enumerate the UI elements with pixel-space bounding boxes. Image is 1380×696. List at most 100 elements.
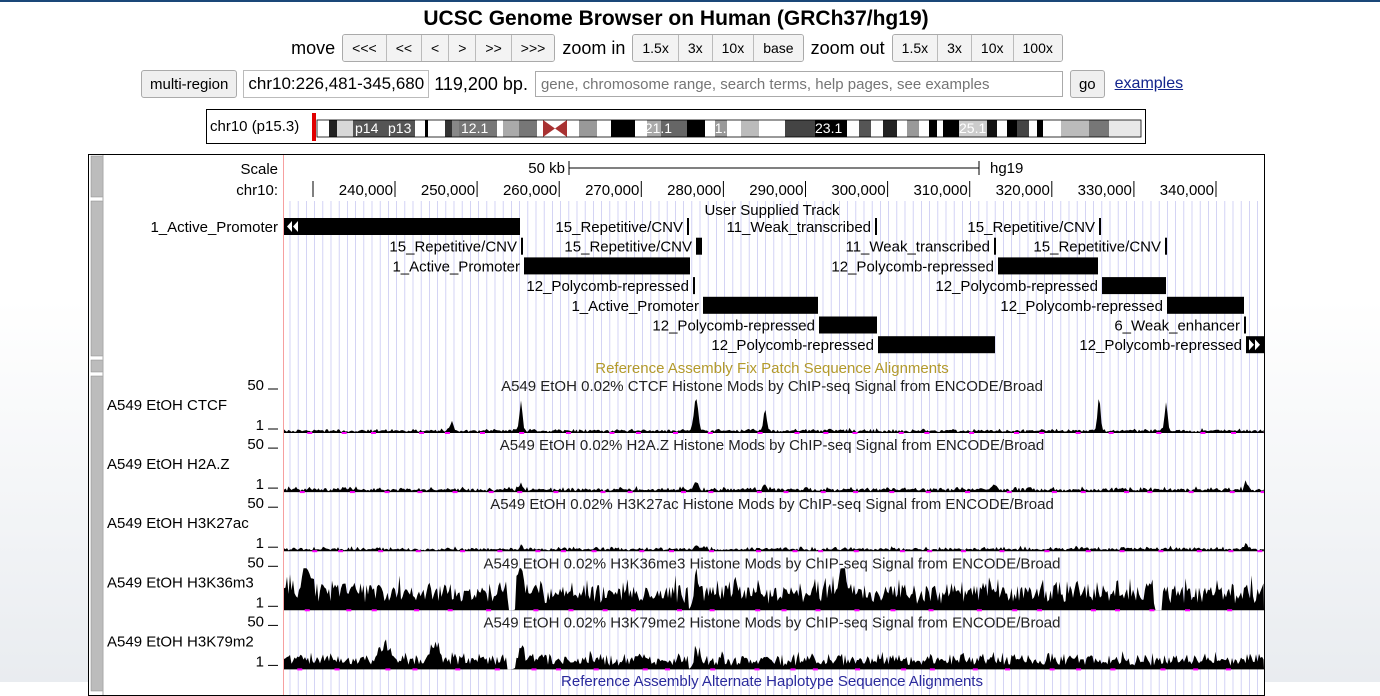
signal-track-title: A549 EtOH 0.02% H3K36me3 Histone Mods by… bbox=[484, 555, 1061, 572]
signal-zero-marker bbox=[854, 550, 859, 552]
move-button-group: <<<<<<>>>>>> bbox=[342, 34, 555, 62]
signal-zero-marker bbox=[813, 668, 818, 670]
signal-zero-marker bbox=[1156, 432, 1161, 434]
move-left-more-button[interactable]: << bbox=[387, 35, 422, 61]
track-drag-handle bbox=[91, 376, 103, 691]
position-display[interactable]: chr10:226,481-345,680 bbox=[243, 70, 429, 98]
signal-zero-marker bbox=[378, 550, 383, 552]
ideogram-band bbox=[428, 120, 445, 137]
zoom-out-10x-button[interactable]: 10x bbox=[972, 35, 1014, 61]
feature-block bbox=[998, 257, 1098, 274]
signal-zero-marker bbox=[1091, 609, 1096, 611]
move-left-button[interactable]: < bbox=[422, 35, 449, 61]
multi-region-button[interactable]: multi-region bbox=[141, 70, 237, 98]
feature-label: 11_Weak_transcribed bbox=[845, 239, 990, 256]
signal-zero-marker bbox=[566, 432, 571, 434]
feature-block bbox=[1102, 277, 1166, 294]
ruler-tick-label: 290,000 bbox=[749, 182, 803, 199]
signal-zero-marker bbox=[927, 550, 932, 552]
feature-block bbox=[521, 238, 523, 255]
signal-zero-marker bbox=[977, 609, 982, 611]
signal-zero-marker bbox=[1160, 668, 1165, 670]
signal-zero-marker bbox=[973, 668, 978, 670]
feature-block bbox=[878, 336, 995, 353]
ideogram-band bbox=[919, 120, 929, 137]
signal-zero-marker bbox=[899, 432, 904, 434]
signal-zero-marker bbox=[1007, 491, 1012, 493]
zoom-in-3x-button[interactable]: 3x bbox=[679, 35, 713, 61]
ideogram-band-label: 21.3 bbox=[707, 120, 734, 136]
zoom-out-100x-button[interactable]: 100x bbox=[1014, 35, 1062, 61]
signal-track-max: 50 bbox=[247, 554, 264, 571]
zoom-in-10x-button[interactable]: 10x bbox=[713, 35, 755, 61]
signal-zero-marker bbox=[1086, 550, 1091, 552]
zoom-in-1.5x-button[interactable]: 1.5x bbox=[633, 35, 678, 61]
signal-zero-marker bbox=[926, 491, 931, 493]
go-button[interactable]: go bbox=[1070, 70, 1105, 98]
signal-zero-marker bbox=[416, 550, 421, 552]
signal-zero-marker bbox=[628, 491, 633, 493]
signal-zero-marker bbox=[1149, 609, 1154, 611]
move-right-more-button[interactable]: >> bbox=[476, 35, 511, 61]
signal-zero-marker bbox=[853, 432, 858, 434]
feature-block bbox=[693, 277, 695, 294]
centromere-right bbox=[555, 120, 567, 137]
feature-label: 15_Repetitive/CNV bbox=[967, 219, 1095, 236]
ideogram-band bbox=[1061, 120, 1089, 137]
zoom-out-3x-button[interactable]: 3x bbox=[938, 35, 972, 61]
zoom-in-base-button[interactable]: base bbox=[754, 35, 802, 61]
signal-zero-marker bbox=[594, 668, 599, 670]
signal-zero-marker bbox=[708, 491, 713, 493]
scale-label: Scale bbox=[240, 161, 278, 178]
signal-zero-marker bbox=[901, 668, 906, 670]
signal-zero-marker bbox=[486, 609, 491, 611]
signal-track-max: 50 bbox=[247, 436, 264, 453]
ideogram-band-label: 12.1 bbox=[461, 120, 488, 136]
signal-zero-marker bbox=[1124, 491, 1129, 493]
signal-zero-marker bbox=[455, 668, 460, 670]
signal-zero-marker bbox=[385, 668, 390, 670]
ideogram-band bbox=[859, 120, 871, 137]
move-far-right-button[interactable]: >>> bbox=[512, 35, 555, 61]
signal-zero-marker bbox=[460, 550, 465, 552]
signal-zero-marker bbox=[1261, 491, 1264, 493]
signal-zero-marker bbox=[419, 432, 424, 434]
signal-zero-marker bbox=[297, 668, 302, 670]
ideogram-band bbox=[1089, 120, 1109, 137]
ideogram-band bbox=[997, 120, 1007, 137]
move-right-button[interactable]: > bbox=[449, 35, 476, 61]
search-input[interactable] bbox=[535, 71, 1063, 97]
signal-zero-marker bbox=[445, 432, 450, 434]
examples-link[interactable]: examples bbox=[1115, 75, 1183, 93]
signal-zero-marker bbox=[821, 491, 826, 493]
signal-zero-marker bbox=[412, 668, 417, 670]
user-track-title: User Supplied Track bbox=[704, 202, 840, 219]
signal-track-title: A549 EtOH 0.02% H2A.Z Histone Mods by Ch… bbox=[500, 437, 1044, 454]
signal-zero-marker bbox=[710, 668, 715, 670]
signal-zero-marker bbox=[758, 432, 763, 434]
feature-label: 15_Repetitive/CNV bbox=[555, 219, 683, 236]
ideogram-band bbox=[337, 120, 353, 137]
ruler-chrom-label: chr10: bbox=[236, 182, 278, 199]
ideogram-band bbox=[987, 120, 997, 137]
signal-zero-marker bbox=[924, 432, 929, 434]
signal-zero-marker bbox=[673, 432, 678, 434]
signal-zero-marker bbox=[385, 491, 390, 493]
signal-zero-marker bbox=[643, 668, 648, 670]
signal-track-title: A549 EtOH 0.02% CTCF Histone Mods by ChI… bbox=[501, 378, 1043, 395]
signal-zero-marker bbox=[677, 609, 682, 611]
feature-label: 12_Polycomb-repressed bbox=[1000, 298, 1163, 315]
ideogram-band bbox=[883, 120, 897, 137]
ruler-tick-label: 340,000 bbox=[1160, 182, 1214, 199]
signal-zero-marker bbox=[1226, 668, 1231, 670]
move-far-left-button[interactable]: <<< bbox=[343, 35, 387, 61]
signal-zero-marker bbox=[891, 609, 896, 611]
ideogram-band bbox=[1043, 120, 1061, 137]
ideogram-band bbox=[687, 120, 705, 137]
zoom-out-1.5x-button[interactable]: 1.5x bbox=[893, 35, 938, 61]
signal-zero-marker bbox=[480, 432, 485, 434]
